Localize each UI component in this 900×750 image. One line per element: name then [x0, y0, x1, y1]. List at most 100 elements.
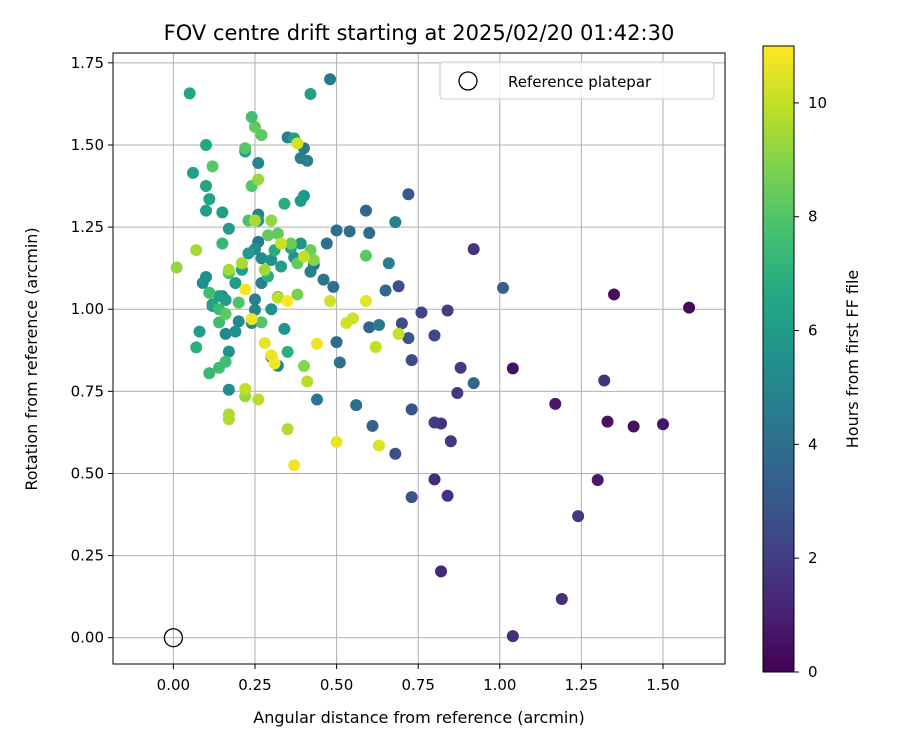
data-point [454, 361, 467, 374]
data-point [242, 247, 255, 260]
data-point [206, 160, 219, 173]
data-point [235, 257, 248, 270]
data-point [441, 304, 454, 317]
data-point [366, 419, 379, 432]
data-point [451, 386, 464, 399]
data-point [382, 257, 395, 270]
data-point [291, 288, 304, 301]
data-point [291, 137, 304, 150]
data-point [255, 316, 268, 329]
data-point [444, 435, 457, 448]
data-point [359, 204, 372, 217]
data-point [278, 322, 291, 335]
data-point [284, 237, 297, 250]
data-point [278, 197, 291, 210]
data-point [245, 111, 258, 124]
data-point [294, 152, 307, 165]
data-point [255, 129, 268, 142]
data-point [216, 237, 229, 250]
data-point [258, 337, 271, 350]
data-point [229, 276, 242, 289]
data-point [203, 193, 216, 206]
data-point [311, 337, 323, 350]
data-point [405, 491, 418, 504]
colorbar-frame [762, 45, 795, 673]
data-point [288, 459, 301, 472]
data-point [190, 341, 203, 354]
data-point [307, 253, 320, 266]
data-point [258, 263, 271, 276]
colorbar-label: Hours from first FF file [843, 270, 862, 449]
data-point [497, 281, 510, 294]
data-point [183, 87, 196, 100]
data-point [369, 341, 382, 354]
data-point [428, 416, 441, 429]
data-point [170, 261, 183, 274]
data-point [327, 280, 340, 293]
data-point [265, 253, 278, 266]
data-point [350, 399, 363, 412]
data-point [239, 383, 252, 396]
data-point [252, 157, 265, 170]
y-tick-label: 1.00 [71, 300, 104, 318]
data-point [435, 565, 448, 578]
data-point [467, 243, 480, 256]
x-tick-label: 0.75 [401, 676, 434, 694]
data-point [304, 265, 317, 278]
data-point [415, 306, 428, 319]
data-point [343, 225, 356, 238]
data-point [402, 188, 415, 201]
colorbar-gradient [763, 46, 794, 672]
data-point [294, 237, 307, 250]
data-point [363, 321, 376, 334]
data-point [200, 180, 213, 193]
reference-point [163, 628, 184, 648]
y-axis-ticks: 0.00 0.25 0.50 0.75 1.00 1.25 1.50 1.75 [71, 54, 113, 647]
data-point [304, 88, 317, 101]
chart-title: FOV centre drift starting at 2025/02/20 … [164, 21, 675, 45]
reference-platepar-marker [163, 628, 184, 648]
x-axis-ticks: 0.00 0.25 0.50 0.75 1.00 1.25 1.50 [157, 664, 680, 694]
data-point [330, 435, 343, 448]
data-point [359, 249, 372, 262]
colorbar-tick-label: 10 [808, 94, 827, 112]
x-axis-label: Angular distance from reference (arcmin) [253, 708, 584, 727]
x-tick-label: 1.00 [483, 676, 516, 694]
data-point [219, 327, 232, 340]
x-tick-label: 0.00 [157, 676, 190, 694]
y-tick-label: 1.75 [71, 54, 104, 72]
data-point [275, 260, 288, 273]
y-tick-label: 0.25 [71, 547, 104, 565]
legend-label: Reference platepar [508, 73, 652, 91]
y-tick-label: 1.50 [71, 136, 104, 154]
data-point [363, 227, 376, 240]
x-tick-label: 0.25 [238, 676, 271, 694]
x-tick-label: 1.25 [565, 676, 598, 694]
x-tick-label: 1.50 [646, 676, 679, 694]
data-point [324, 295, 337, 308]
data-point [245, 313, 258, 326]
data-point [555, 592, 568, 605]
data-point [395, 317, 408, 330]
data-point [467, 377, 480, 390]
data-point [591, 474, 604, 487]
data-point [219, 355, 232, 368]
data-point [506, 630, 519, 643]
data-point [392, 327, 405, 340]
data-point [627, 420, 640, 433]
data-point [320, 237, 333, 250]
data-point [359, 295, 372, 308]
data-point [405, 403, 418, 416]
data-point [281, 295, 294, 308]
data-point [428, 473, 441, 486]
data-point [549, 397, 562, 410]
data-point [392, 280, 405, 293]
data-point [317, 273, 330, 286]
data-point [428, 329, 441, 342]
data-point [405, 354, 418, 367]
data-point [252, 173, 265, 186]
data-point [239, 142, 252, 155]
colorbar-tick-label: 0 [808, 663, 818, 681]
data-point [572, 510, 585, 523]
data-point [389, 216, 402, 229]
